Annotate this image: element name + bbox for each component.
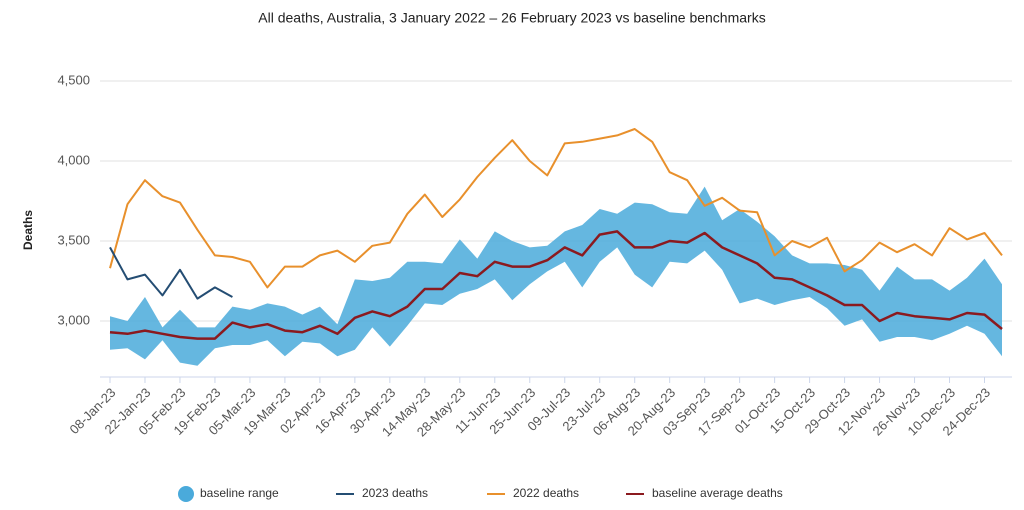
y-axis-label: Deaths: [21, 210, 35, 250]
legend-label: baseline range: [200, 486, 279, 500]
legend-label: baseline average deaths: [652, 486, 783, 500]
y-tick-label: 3,000: [57, 312, 90, 327]
legend-marker: [178, 486, 194, 502]
series-line: [109, 246, 233, 300]
chart-title: All deaths, Australia, 3 January 2022 – …: [258, 10, 765, 26]
y-tick-label: 4,000: [57, 152, 90, 167]
y-tick-label: 4,500: [57, 72, 90, 87]
baseline-range-band: [110, 186, 1002, 366]
series-line: [109, 230, 1003, 340]
y-tick-label: 3,500: [57, 232, 90, 247]
series-line: [109, 128, 1003, 289]
legend-label: 2023 deaths: [362, 486, 428, 500]
legend-label: 2022 deaths: [513, 486, 579, 500]
